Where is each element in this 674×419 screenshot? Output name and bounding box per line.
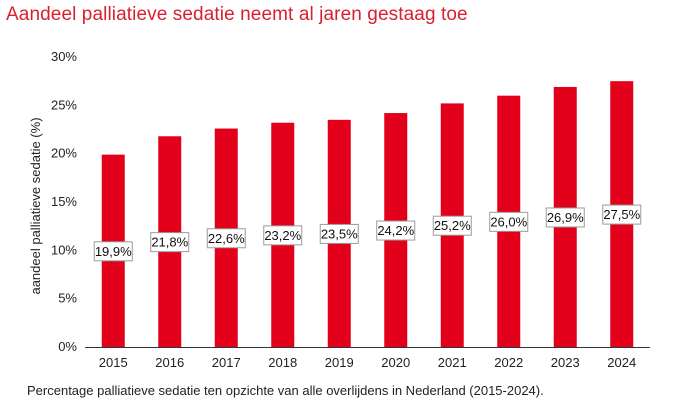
y-tick-label: 30% [51, 49, 77, 64]
data-label-box [602, 204, 642, 225]
data-label-box [319, 223, 359, 244]
data-label-box [93, 241, 133, 262]
data-label-box [150, 232, 190, 253]
data-label-box [206, 228, 246, 249]
data-label: 25,2% [434, 218, 471, 233]
y-tick-label: 5% [58, 291, 77, 306]
data-label-box [545, 207, 585, 228]
data-label: 23,5% [321, 226, 358, 241]
data-label: 26,9% [547, 210, 584, 225]
axes: 0% 5% 10% 15% 20% 25% 30% 2015 2016 2017 2018 2019 2… [51, 49, 650, 370]
data-label: 27,5% [603, 207, 640, 222]
bar-chart: 0% 5% 10% 15% 20% 25% 30% 2015 2016 2017 2018 2019 2… [28, 49, 650, 370]
data-label-box [376, 220, 416, 241]
x-tick-label: 2019 [325, 355, 354, 370]
y-tick-label: 0% [58, 339, 77, 354]
y-tick-label: 20% [51, 146, 77, 161]
y-tick-label: 15% [51, 194, 77, 209]
x-tick-label: 2022 [494, 355, 523, 370]
y-tick-label: 25% [51, 97, 77, 112]
data-label: 21,8% [151, 235, 188, 250]
x-tick-label: 2015 [99, 355, 128, 370]
data-label-box [263, 225, 303, 246]
data-label: 23,2% [264, 228, 301, 243]
data-label-box [489, 211, 529, 232]
data-label: 24,2% [377, 223, 414, 238]
chart-title: Aandeel palliatieve sedatie neemt al jar… [6, 4, 468, 25]
x-tick-label: 2021 [438, 355, 467, 370]
figure-caption: Percentage palliatieve sedatie ten opzic… [27, 383, 544, 398]
x-tick-label: 2020 [381, 355, 410, 370]
x-tick-label: 2017 [212, 355, 241, 370]
x-tick-label: 2016 [155, 355, 184, 370]
x-tick-label: 2018 [268, 355, 297, 370]
x-tick-label: 2024 [607, 355, 636, 370]
data-label-box [432, 215, 472, 236]
y-axis-label: aandeel palliatieve sedatie (%) [28, 117, 43, 294]
y-tick-label: 10% [51, 242, 77, 257]
data-label: 19,9% [95, 244, 132, 259]
x-tick-label: 2023 [551, 355, 580, 370]
data-label: 26,0% [490, 214, 527, 229]
data-label: 22,6% [208, 231, 245, 246]
data-labels: 19,9% 21,8% 22,6% 23,2% 23,5% 24,2% 25,2% 26,0%… [93, 204, 642, 262]
